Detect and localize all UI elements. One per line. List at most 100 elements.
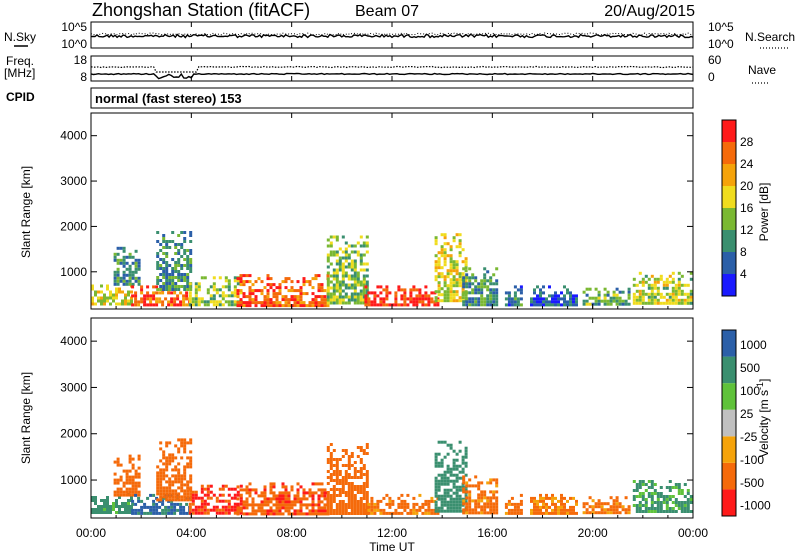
heat-cell [671, 289, 675, 293]
heat-cell [350, 259, 354, 263]
heat-cell [263, 497, 267, 501]
heat-cell [650, 486, 654, 489]
heat-cell [171, 240, 175, 243]
heat-cell [656, 504, 660, 507]
heat-cell [171, 456, 175, 460]
heat-cell [575, 511, 578, 515]
heat-cell [173, 297, 177, 301]
heat-cell [382, 297, 386, 301]
heat-cell [125, 475, 129, 479]
heat-cell [177, 468, 181, 472]
heat-cell [119, 487, 123, 491]
heat-cell [239, 488, 243, 492]
heat-cell [251, 292, 255, 296]
heat-cell [344, 241, 348, 245]
heat-cell [174, 243, 178, 246]
heat-cell [335, 289, 339, 293]
heat-cell [659, 295, 663, 299]
power-y-label: Slant Range [km] [19, 166, 33, 258]
heat-cell [165, 468, 169, 472]
heat-cell [134, 475, 138, 479]
heat-cell [186, 495, 190, 499]
heat-cell [156, 498, 160, 502]
heat-cell [165, 462, 169, 466]
heat-cell [539, 499, 542, 503]
heat-cell [168, 273, 172, 276]
heat-cell [644, 301, 648, 305]
heat-cell [171, 231, 175, 234]
heat-cell [424, 499, 428, 503]
heat-cell [600, 511, 604, 515]
heat-cell [635, 489, 639, 492]
heat-cell [373, 508, 377, 512]
heat-cell [338, 280, 342, 284]
heat-cell [191, 493, 195, 497]
heat-cell [263, 500, 267, 504]
heat-cell [612, 505, 616, 509]
heat-cell [338, 259, 342, 263]
heat-cell [519, 288, 523, 292]
heat-cell [483, 279, 487, 283]
heat-cell [177, 249, 181, 252]
heat-cell [159, 441, 163, 445]
heat-cell [600, 505, 604, 509]
heat-cell [388, 303, 392, 307]
heat-cell [452, 260, 456, 264]
heat-cell [394, 508, 398, 512]
heat-cell [171, 495, 175, 499]
heat-cell [483, 276, 487, 280]
heat-cell [443, 296, 447, 300]
heat-cell [403, 508, 407, 512]
heat-cell [436, 297, 440, 301]
heat-cell [194, 285, 198, 289]
heat-cell [113, 258, 117, 262]
heat-cell [350, 292, 354, 296]
heat-cell [127, 499, 130, 502]
heat-cell [278, 286, 282, 290]
heat-cell [329, 286, 333, 290]
heat-cell [609, 302, 613, 306]
heat-cell [168, 441, 172, 445]
heat-cell [486, 288, 490, 292]
heat-cell [161, 508, 165, 512]
heat-cell [492, 505, 496, 509]
heat-cell [248, 503, 252, 507]
nave-tick-bottom: 0 [708, 70, 715, 84]
heat-cell [257, 301, 261, 305]
heat-cell [329, 473, 333, 476]
heat-cell [539, 300, 542, 304]
heat-cell [189, 462, 193, 466]
heat-cell [335, 470, 339, 473]
heat-cell [635, 486, 639, 489]
heat-cell [233, 279, 237, 283]
heat-cell [367, 505, 371, 509]
heat-cell [323, 301, 327, 305]
heat-cell [311, 497, 315, 501]
heat-cell [443, 440, 447, 444]
heat-cell [594, 502, 598, 506]
heat-cell [308, 494, 312, 498]
heat-cell [149, 297, 153, 301]
heat-cell [647, 301, 651, 305]
heat-cell [536, 303, 539, 307]
heat-cell [100, 511, 103, 514]
heat-cell [112, 508, 115, 511]
heat-cell [588, 296, 592, 300]
heat-cell [287, 506, 291, 510]
heat-cell [455, 494, 459, 498]
heat-cell [329, 292, 333, 296]
heat-cell [424, 285, 428, 289]
heat-cell [314, 274, 318, 278]
heat-cell [278, 512, 282, 516]
heat-cell [492, 478, 496, 482]
heat-cell [671, 277, 675, 281]
heat-cell [446, 464, 450, 468]
heat-cell [434, 236, 438, 240]
heat-cell [200, 276, 204, 280]
heat-cell [155, 297, 159, 301]
heat-cell [341, 509, 345, 512]
heat-cell [155, 502, 159, 506]
heat-cell [284, 497, 288, 501]
heat-cell [350, 509, 354, 512]
heat-cell [326, 497, 330, 500]
